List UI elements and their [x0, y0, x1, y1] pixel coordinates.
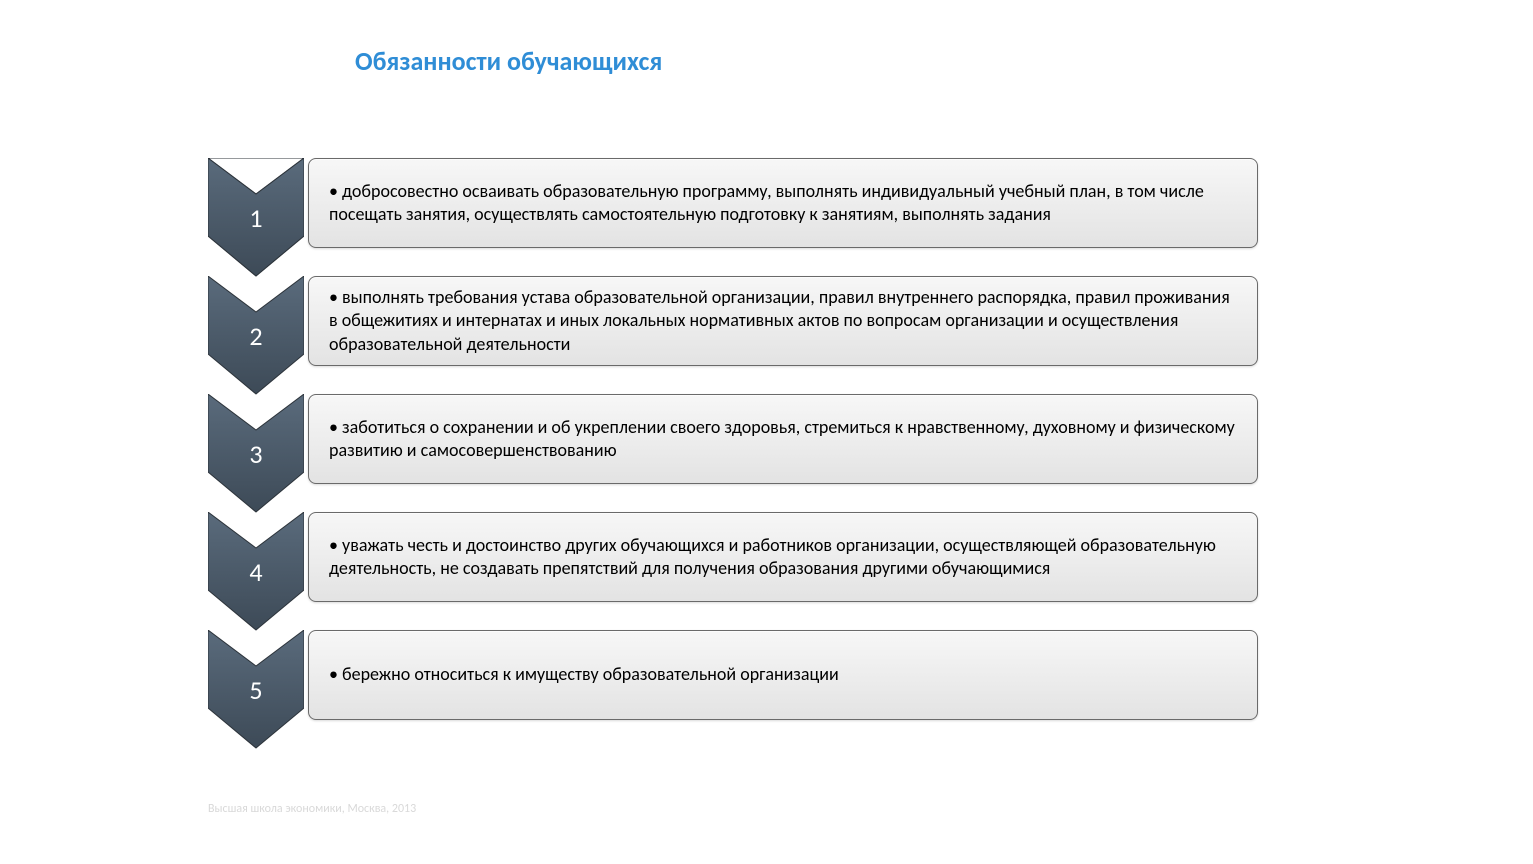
chevron-badge: 4: [208, 512, 304, 602]
chevron-number: 1: [208, 202, 304, 234]
slide-title: Обязанности обучающихся: [355, 45, 662, 77]
list-row: 4 уважать честь и достоинство других обу…: [208, 512, 1258, 602]
item-textbox: выполнять требования устава образователь…: [308, 276, 1258, 366]
item-textbox: добросовестно осваивать образовательную …: [308, 158, 1258, 248]
list-row: 1 добросовестно осваивать образовательну…: [208, 158, 1258, 248]
list-row: 2 выполнять требования устава образовате…: [208, 276, 1258, 366]
list-row: 3 заботиться о сохранении и об укреплени…: [208, 394, 1258, 484]
list-container: 1 добросовестно осваивать образовательну…: [208, 158, 1258, 748]
chevron-badge: 2: [208, 276, 304, 366]
list-row: 5 бережно относиться к имуществу образов…: [208, 630, 1258, 720]
chevron-badge: 3: [208, 394, 304, 484]
footer-text: Высшая школа экономики, Москва, 2013: [208, 802, 416, 816]
item-text: добросовестно осваивать образовательную …: [329, 180, 1235, 227]
item-text: бережно относиться к имуществу образоват…: [329, 663, 839, 686]
chevron-number: 4: [208, 556, 304, 588]
item-textbox: бережно относиться к имуществу образоват…: [308, 630, 1258, 720]
chevron-badge: 5: [208, 630, 304, 720]
item-text: уважать честь и достоинство других обуча…: [329, 534, 1235, 581]
item-textbox: заботиться о сохранении и об укреплении …: [308, 394, 1258, 484]
item-text: выполнять требования устава образователь…: [329, 286, 1235, 356]
chevron-number: 3: [208, 438, 304, 470]
item-textbox: уважать честь и достоинство других обуча…: [308, 512, 1258, 602]
chevron-number: 2: [208, 320, 304, 352]
item-text: заботиться о сохранении и об укреплении …: [329, 416, 1235, 463]
chevron-badge: 1: [208, 158, 304, 248]
chevron-number: 5: [208, 674, 304, 706]
